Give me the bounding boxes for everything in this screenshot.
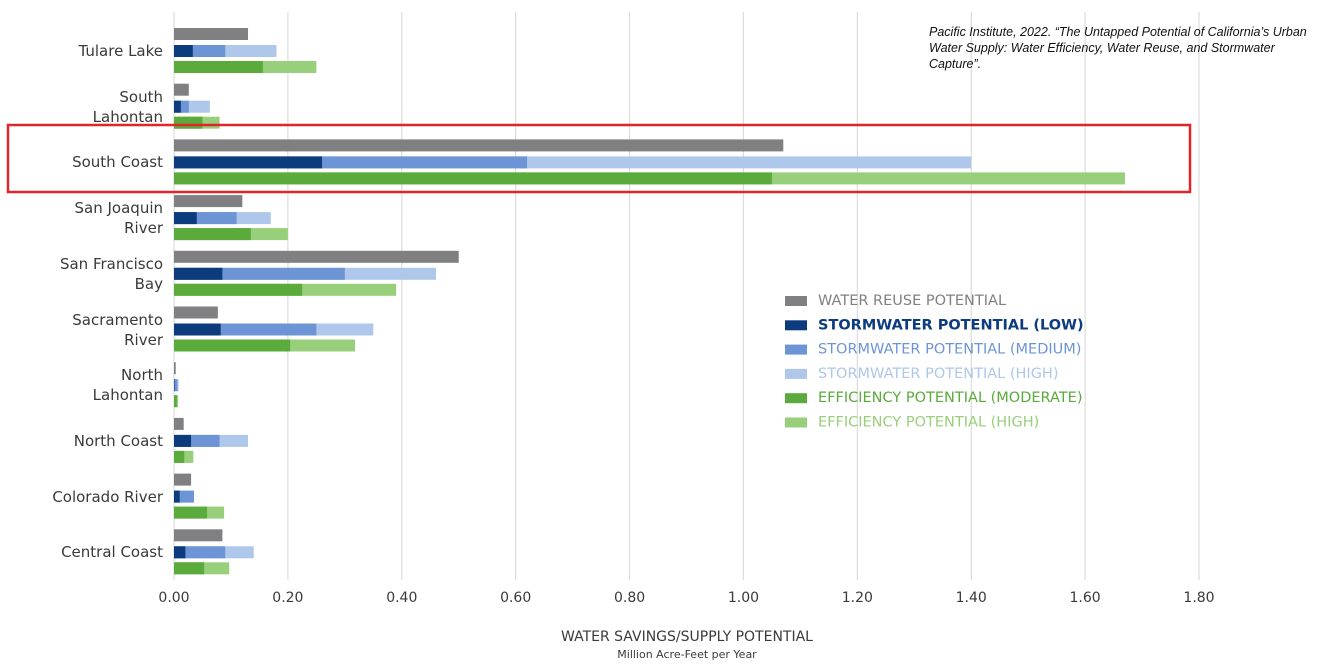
bar xyxy=(174,45,193,57)
x-tick-label: 1.60 xyxy=(1070,590,1101,606)
legend-swatch xyxy=(785,368,807,379)
y-tick-label: South Coast xyxy=(72,153,163,172)
x-tick-label: 0.00 xyxy=(158,590,189,606)
y-tick-label: San Francisco Bay xyxy=(59,254,163,293)
bar xyxy=(174,83,189,96)
y-tick-label: South Lahontan xyxy=(92,87,163,126)
legend-swatch xyxy=(785,320,807,331)
bars xyxy=(174,28,1125,575)
x-tick-label: 1.80 xyxy=(1183,590,1214,606)
x-axis-subtitle: Million Acre-Feet per Year xyxy=(617,648,757,661)
legend-swatch xyxy=(785,417,807,428)
bar xyxy=(174,529,223,542)
bar xyxy=(174,379,175,392)
bar xyxy=(174,362,176,375)
legend-swatch xyxy=(785,296,807,306)
legend-label: EFFICIENCY POTENTIAL (MODERATE) xyxy=(818,390,1083,406)
source-note: Pacific Institute, 2022. “The Untapped P… xyxy=(929,25,1307,71)
x-axis-title: WATER SAVINGS/SUPPLY POTENTIAL xyxy=(561,629,813,645)
y-tick-label: San Joaquin River xyxy=(74,199,163,238)
bar xyxy=(174,100,181,113)
y-tick-label: Colorado River xyxy=(52,487,163,506)
y-tick-label: North Lahontan xyxy=(92,366,163,405)
x-tick-label: 0.80 xyxy=(614,590,645,606)
legend-label: STORMWATER POTENTIAL (LOW) xyxy=(818,317,1084,333)
y-tick-label: Sacramento River xyxy=(72,310,163,349)
bar xyxy=(174,116,203,129)
legend-label: EFFICIENCY POTENTIAL (HIGH) xyxy=(818,415,1039,431)
bar xyxy=(174,490,180,503)
bar xyxy=(174,562,205,575)
legend-swatch xyxy=(785,344,807,355)
x-tick-label: 0.20 xyxy=(272,590,303,606)
bar xyxy=(174,473,192,486)
y-tick-label: North Coast xyxy=(73,431,163,450)
bar xyxy=(174,172,772,185)
x-tick-label: 0.40 xyxy=(386,590,417,606)
x-tick-label: 1.40 xyxy=(956,590,987,606)
bar xyxy=(174,28,249,40)
legend-label: STORMWATER POTENTIAL (MEDIUM) xyxy=(818,342,1081,358)
bar xyxy=(174,434,192,447)
bar xyxy=(174,139,784,152)
bar xyxy=(174,546,186,559)
legend-swatch xyxy=(785,393,807,404)
bar xyxy=(174,212,197,225)
bar xyxy=(174,395,177,408)
bar xyxy=(174,267,223,280)
bar xyxy=(174,156,323,169)
bar xyxy=(174,323,221,336)
bar xyxy=(174,506,208,519)
bar xyxy=(174,228,251,241)
y-tick-label: Central Coast xyxy=(61,543,163,562)
legend-label: STORMWATER POTENTIAL (HIGH) xyxy=(818,366,1059,382)
bar xyxy=(174,195,243,208)
bar xyxy=(174,417,184,430)
x-tick-label: 0.60 xyxy=(500,590,531,606)
bar xyxy=(174,546,226,559)
bar xyxy=(174,450,185,463)
grid xyxy=(173,12,1200,580)
x-tick-label: 1.00 xyxy=(728,590,759,606)
bar xyxy=(174,306,218,319)
bar xyxy=(174,379,178,392)
bar xyxy=(174,283,303,296)
highlight-box xyxy=(6,123,1192,194)
y-tick-label: Tulare Lake xyxy=(78,42,163,60)
legend-label: WATER REUSE POTENTIAL xyxy=(818,293,1006,309)
bar xyxy=(174,61,263,73)
x-tick-label: 1.20 xyxy=(842,590,873,606)
bar xyxy=(174,250,459,263)
bar xyxy=(174,339,291,352)
